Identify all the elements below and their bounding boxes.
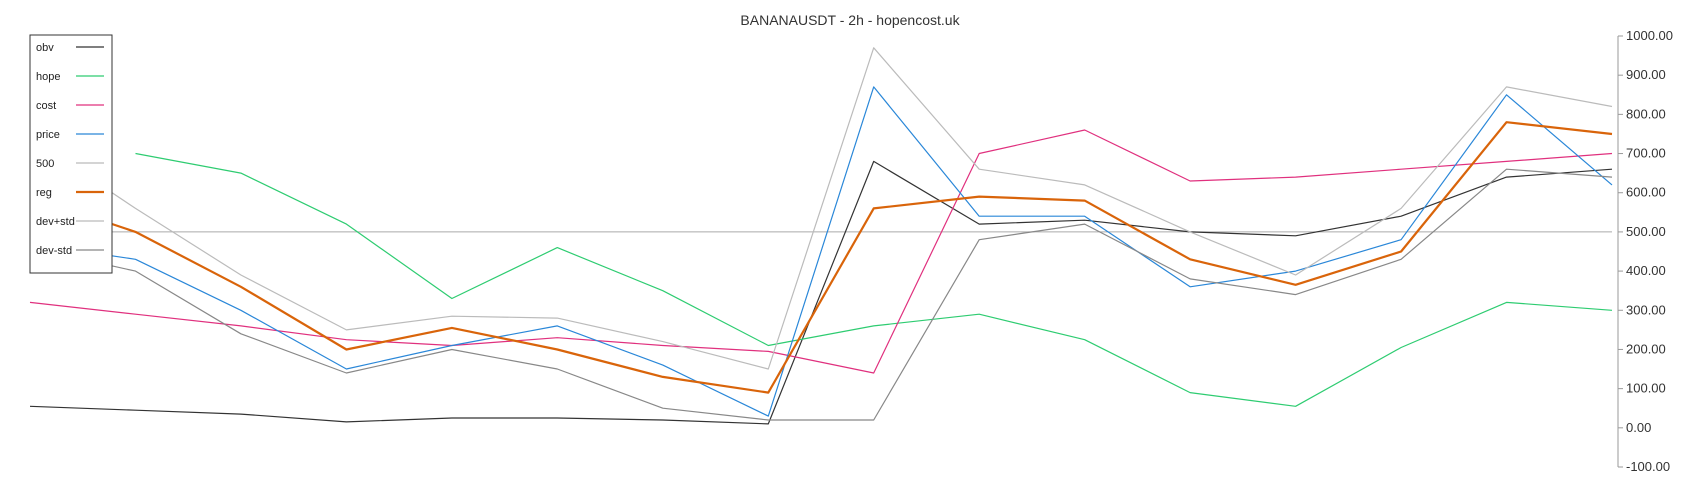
legend-label: obv: [36, 42, 54, 54]
y-tick-label: 1000.00: [1626, 28, 1673, 43]
series-line-dev-std: [29, 47, 1613, 370]
plot-area: [29, 47, 1613, 425]
chart-title: BANANAUSDT - 2h - hopencost.uk: [740, 12, 960, 28]
y-tick-label: 500.00: [1626, 224, 1666, 239]
series-line-reg: [29, 121, 1613, 394]
legend-label: reg: [36, 187, 52, 199]
y-tick-label: 800.00: [1626, 106, 1666, 121]
y-tick-label: 300.00: [1626, 302, 1666, 317]
legend-label: dev+std: [36, 216, 75, 228]
legend-label: 500: [36, 158, 54, 170]
legend-box: [29, 34, 113, 274]
y-tick-label: -100.00: [1626, 459, 1670, 474]
series-line-price: [29, 86, 1613, 417]
y-tick-label: 400.00: [1626, 263, 1666, 278]
y-tick-label: 600.00: [1626, 185, 1666, 200]
y-tick-label: 0.00: [1626, 420, 1651, 435]
legend-label: hope: [36, 71, 60, 83]
series-line-hope: [135, 152, 1613, 407]
y-tick-label: 700.00: [1626, 146, 1666, 161]
y-tick-label: 200.00: [1626, 341, 1666, 356]
y-axis: 1000.00 900.00 800.00 700.00 600.00 500.00 400…: [1617, 28, 1673, 474]
legend-label: cost: [36, 100, 56, 112]
legend-label: dev-std: [36, 245, 72, 257]
y-tick-label: 100.00: [1626, 381, 1666, 396]
y-tick-label: 900.00: [1626, 67, 1666, 82]
series-line-obv: [29, 160, 1613, 425]
legend[interactable]: obv hope cost price 500 reg dev+std dev-std: [29, 34, 113, 274]
series-line-cost: [29, 129, 1613, 374]
series-line-dev-std: [29, 168, 1613, 421]
legend-label: price: [36, 129, 60, 141]
